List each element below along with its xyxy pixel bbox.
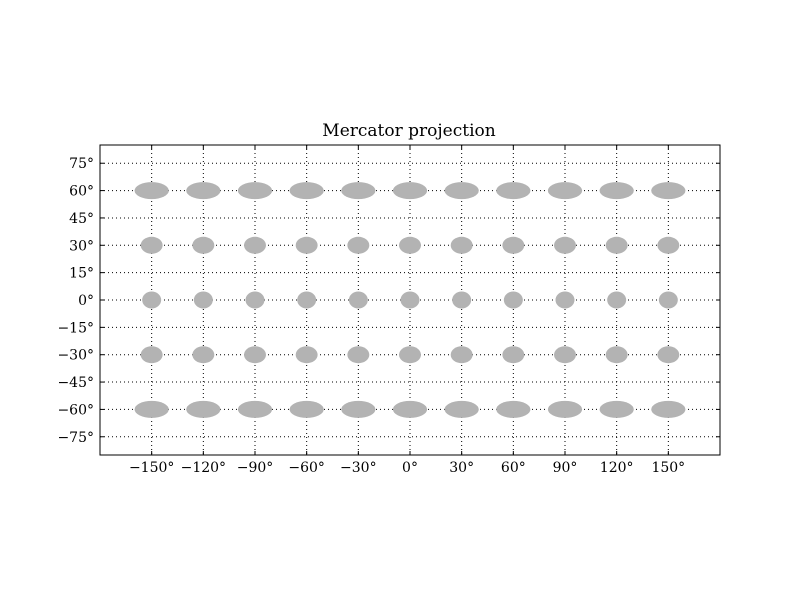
ellipse-marker bbox=[657, 236, 680, 254]
x-tick-label: 90° bbox=[553, 460, 578, 476]
ellipse-marker bbox=[503, 291, 523, 309]
ellipse-marker bbox=[547, 400, 583, 418]
ellipse-marker bbox=[444, 182, 479, 200]
x-tick-label: 0° bbox=[402, 460, 418, 476]
ellipse-marker bbox=[295, 236, 318, 254]
ellipse-marker bbox=[237, 182, 273, 200]
ellipse-marker bbox=[347, 236, 370, 254]
tissot-ellipses bbox=[134, 182, 686, 418]
x-axis-ticks: −150° −120° −90° −60° −30° 0° 30° 60° 90° 120° 150… bbox=[129, 145, 685, 476]
y-tick-label: 15° bbox=[69, 266, 94, 282]
ellipse-marker bbox=[605, 236, 628, 254]
y-tick-label: −60° bbox=[57, 402, 94, 418]
ellipse-marker bbox=[341, 400, 376, 418]
y-tick-label: −30° bbox=[57, 348, 94, 364]
ellipse-marker bbox=[502, 346, 525, 364]
ellipse-marker bbox=[651, 182, 686, 200]
ellipse-marker bbox=[554, 346, 576, 364]
ellipse-marker bbox=[607, 291, 627, 309]
ellipse-marker bbox=[399, 346, 421, 364]
y-tick-label: 60° bbox=[69, 184, 94, 200]
ellipse-marker bbox=[289, 182, 324, 200]
chart-title: Mercator projection bbox=[322, 121, 495, 141]
ellipse-marker bbox=[142, 291, 162, 309]
ellipse-marker bbox=[599, 182, 634, 200]
ellipse-marker bbox=[192, 236, 215, 254]
ellipse-marker bbox=[452, 291, 472, 309]
ellipse-marker bbox=[186, 400, 221, 418]
y-tick-label: −75° bbox=[57, 430, 94, 446]
ellipse-marker bbox=[496, 182, 531, 200]
ellipse-marker bbox=[555, 291, 575, 309]
ellipse-marker bbox=[554, 236, 576, 254]
ellipse-marker bbox=[347, 346, 370, 364]
x-tick-label: 60° bbox=[501, 460, 526, 476]
x-tick-label: 30° bbox=[449, 460, 474, 476]
y-tick-label: 0° bbox=[78, 293, 94, 309]
ellipse-marker bbox=[193, 291, 213, 309]
ellipse-marker bbox=[140, 236, 163, 254]
ellipse-marker bbox=[244, 346, 266, 364]
x-tick-label: −30° bbox=[340, 460, 377, 476]
ellipse-marker bbox=[400, 291, 420, 309]
y-tick-label: 45° bbox=[69, 211, 94, 227]
ellipse-marker bbox=[502, 236, 525, 254]
ellipse-marker bbox=[295, 346, 318, 364]
x-tick-label: −90° bbox=[237, 460, 274, 476]
ellipse-marker bbox=[244, 236, 266, 254]
ellipse-marker bbox=[450, 236, 473, 254]
ellipse-marker bbox=[140, 346, 163, 364]
ellipse-marker bbox=[289, 400, 324, 418]
y-tick-label: −45° bbox=[57, 375, 94, 391]
ellipse-marker bbox=[599, 400, 634, 418]
y-tick-label: −15° bbox=[57, 320, 94, 336]
ellipse-marker bbox=[134, 182, 169, 200]
x-tick-label: 120° bbox=[600, 460, 634, 476]
ellipse-marker bbox=[392, 182, 428, 200]
ellipse-marker bbox=[245, 291, 265, 309]
ellipse-marker bbox=[399, 236, 421, 254]
ellipse-marker bbox=[657, 346, 680, 364]
x-tick-label: −150° bbox=[129, 460, 174, 476]
ellipse-marker bbox=[651, 400, 686, 418]
ellipse-marker bbox=[192, 346, 215, 364]
ellipse-marker bbox=[134, 400, 169, 418]
ellipse-marker bbox=[547, 182, 583, 200]
y-tick-label: 75° bbox=[69, 156, 94, 172]
x-tick-label: 150° bbox=[651, 460, 685, 476]
ellipse-marker bbox=[186, 182, 221, 200]
x-tick-label: −60° bbox=[288, 460, 325, 476]
ellipse-marker bbox=[348, 291, 368, 309]
ellipse-marker bbox=[496, 400, 531, 418]
y-tick-label: 30° bbox=[69, 238, 94, 254]
ellipse-marker bbox=[658, 291, 678, 309]
ellipse-marker bbox=[341, 182, 376, 200]
ellipse-marker bbox=[237, 400, 273, 418]
ellipse-marker bbox=[605, 346, 628, 364]
x-tick-label: −120° bbox=[181, 460, 226, 476]
ellipse-marker bbox=[297, 291, 317, 309]
y-axis-ticks: 75° 60° 45° 30° 15° 0° −15° −30° −45° −60° −75° bbox=[57, 156, 720, 446]
ellipse-marker bbox=[392, 400, 428, 418]
ellipse-marker bbox=[450, 346, 473, 364]
ellipse-marker bbox=[444, 400, 479, 418]
